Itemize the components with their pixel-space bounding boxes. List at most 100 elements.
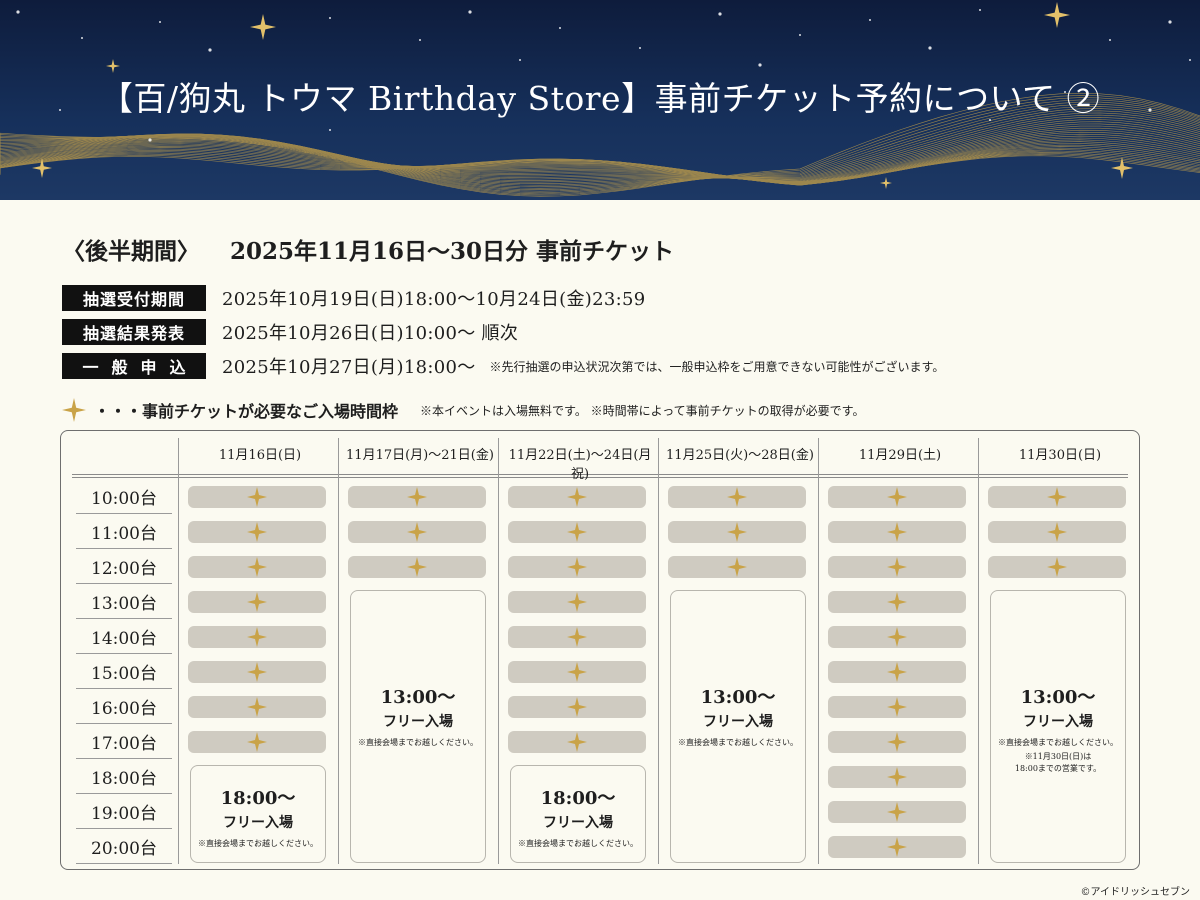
time-label: 19:00台 bbox=[76, 795, 172, 829]
legend: ・・・事前チケットが必要なご入場時間枠 ※本イベントは入場無料です。 ※時間帯に… bbox=[62, 398, 864, 422]
free-entry-note: ※直接会場までお越しください。 bbox=[358, 737, 478, 747]
free-entry-label: フリー入場 bbox=[383, 713, 453, 730]
info-label: 抽選受付期間 bbox=[62, 285, 206, 311]
ticket-slot bbox=[988, 521, 1126, 543]
ticket-slot bbox=[508, 661, 646, 683]
free-entry-box: 18:00〜フリー入場 ※直接会場までお越しください。 bbox=[190, 765, 326, 863]
column-divider bbox=[178, 438, 179, 864]
gold-star-icon bbox=[887, 662, 907, 682]
gold-star-icon bbox=[247, 732, 267, 752]
column-header: 11月17日(月)〜21日(金) bbox=[346, 448, 494, 463]
gold-star-icon bbox=[247, 487, 267, 507]
ticket-slot bbox=[188, 591, 326, 613]
ticket-slot bbox=[508, 486, 646, 508]
gold-star-icon bbox=[407, 557, 427, 577]
column-divider bbox=[978, 438, 979, 864]
time-label: 13:00台 bbox=[76, 585, 172, 619]
free-entry-note: ※直接会場までお越しください。 bbox=[198, 839, 318, 848]
gold-star-icon bbox=[407, 522, 427, 542]
header-banner: 【百/狗丸 トウマ Birthday Store】事前チケット予約について ② bbox=[0, 0, 1200, 200]
column-divider bbox=[658, 438, 659, 864]
info-row-lottery-result: 抽選結果発表 2025年10月26日(日)10:00〜 順次 bbox=[62, 318, 518, 346]
info-value: 2025年10月26日(日)10:00〜 順次 bbox=[222, 323, 519, 344]
ticket-slot bbox=[668, 556, 806, 578]
column-header: 11月25日(火)〜28日(金) bbox=[666, 448, 814, 463]
gold-star-icon bbox=[727, 522, 747, 542]
gold-star-icon bbox=[887, 592, 907, 612]
ticket-slot bbox=[508, 626, 646, 648]
gold-star-icon bbox=[247, 697, 267, 717]
ticket-slot bbox=[508, 556, 646, 578]
ticket-slot bbox=[828, 696, 966, 718]
header-divider bbox=[72, 474, 1128, 475]
free-entry-label: フリー入場 bbox=[543, 815, 613, 831]
time-label: 18:00台 bbox=[76, 760, 172, 794]
free-entry-time: 13:00〜 bbox=[700, 686, 776, 708]
ticket-slot bbox=[668, 521, 806, 543]
free-entry-time: 13:00〜 bbox=[1020, 686, 1096, 708]
free-entry-label: フリー入場 bbox=[1023, 713, 1093, 730]
gold-star-icon bbox=[567, 522, 587, 542]
ticket-slot bbox=[348, 486, 486, 508]
gold-star-icon bbox=[887, 767, 907, 787]
ticket-slot bbox=[828, 486, 966, 508]
ticket-slot bbox=[508, 591, 646, 613]
free-entry-time: 18:00〜 bbox=[220, 788, 296, 809]
info-note: ※先行抽選の申込状況次第では、一般申込枠をご用意できない可能性がございます。 bbox=[489, 359, 945, 374]
info-value: 2025年10月19日(日)18:00〜10月24日(金)23:59 bbox=[222, 289, 646, 310]
copyright: ©アイドリッシュセブン bbox=[1080, 887, 1191, 898]
column-divider bbox=[338, 438, 339, 864]
ticket-slot bbox=[188, 696, 326, 718]
column-header: 11月30日(日) bbox=[1018, 448, 1102, 463]
free-entry-box: 13:00〜 フリー入場 ※直接会場までお越しください。 ※11月30日(日)は 18… bbox=[990, 590, 1126, 863]
time-label: 10:00台 bbox=[76, 480, 172, 514]
ticket-slot bbox=[988, 486, 1126, 508]
ticket-slot bbox=[828, 661, 966, 683]
info-label: 一般申込 bbox=[62, 353, 206, 379]
column-header: 11月29日(土) bbox=[858, 448, 942, 463]
business-hours-note: ※11月30日(日)は 18:00までの営業です。 bbox=[1014, 751, 1102, 773]
ticket-slot bbox=[828, 766, 966, 788]
ticket-slot bbox=[188, 661, 326, 683]
ticket-slot bbox=[508, 696, 646, 718]
gold-star-icon bbox=[887, 732, 907, 752]
time-label: 20:00台 bbox=[76, 830, 172, 864]
gold-star-icon bbox=[567, 627, 587, 647]
gold-star-icon bbox=[567, 697, 587, 717]
gold-star-icon bbox=[247, 662, 267, 682]
ticket-slot bbox=[188, 486, 326, 508]
gold-star-icon bbox=[1047, 522, 1067, 542]
ticket-slot bbox=[348, 556, 486, 578]
section-heading: 〈後半期間〉 2025年11月16日〜30日分 事前チケット bbox=[62, 232, 674, 266]
free-entry-label: フリー入場 bbox=[223, 815, 293, 831]
period-title: 2025年11月16日〜30日分 事前チケット bbox=[230, 238, 675, 265]
legend-note: ※本イベントは入場無料です。 ※時間帯によって事前チケットの取得が必要です。 bbox=[420, 403, 865, 418]
gold-star-icon bbox=[567, 557, 587, 577]
gold-star-icon bbox=[247, 522, 267, 542]
ticket-slot bbox=[828, 731, 966, 753]
gold-star-icon bbox=[887, 837, 907, 857]
column-header: 11月16日(日) bbox=[218, 448, 302, 463]
column-header: 11月22日(土)〜24日(月祝) bbox=[508, 448, 652, 482]
column-divider bbox=[498, 438, 499, 864]
gold-star-icon bbox=[887, 522, 907, 542]
gold-star-icon bbox=[62, 398, 86, 422]
free-entry-box: 13:00〜 フリー入場 ※直接会場までお越しください。 bbox=[670, 590, 806, 863]
ticket-slot bbox=[188, 626, 326, 648]
info-row-lottery-period: 抽選受付期間 2025年10月19日(日)18:00〜10月24日(金)23:5… bbox=[62, 284, 645, 312]
info-value: 2025年10月27日(月)18:00〜 bbox=[222, 357, 476, 378]
period-label: 〈後半期間〉 bbox=[62, 238, 200, 265]
gold-star-icon bbox=[247, 557, 267, 577]
column-divider bbox=[818, 438, 819, 864]
ticket-slot bbox=[828, 591, 966, 613]
gold-star-icon bbox=[887, 697, 907, 717]
gold-star-icon bbox=[247, 627, 267, 647]
free-entry-time: 18:00〜 bbox=[540, 788, 616, 809]
ticket-slot bbox=[828, 521, 966, 543]
ticket-slot bbox=[188, 731, 326, 753]
time-label: 11:00台 bbox=[76, 515, 172, 549]
info-label: 抽選結果発表 bbox=[62, 319, 206, 345]
ticket-slot bbox=[828, 836, 966, 858]
ticket-slot bbox=[508, 521, 646, 543]
page-title: 【百/狗丸 トウマ Birthday Store】事前チケット予約について ② bbox=[99, 79, 1101, 118]
